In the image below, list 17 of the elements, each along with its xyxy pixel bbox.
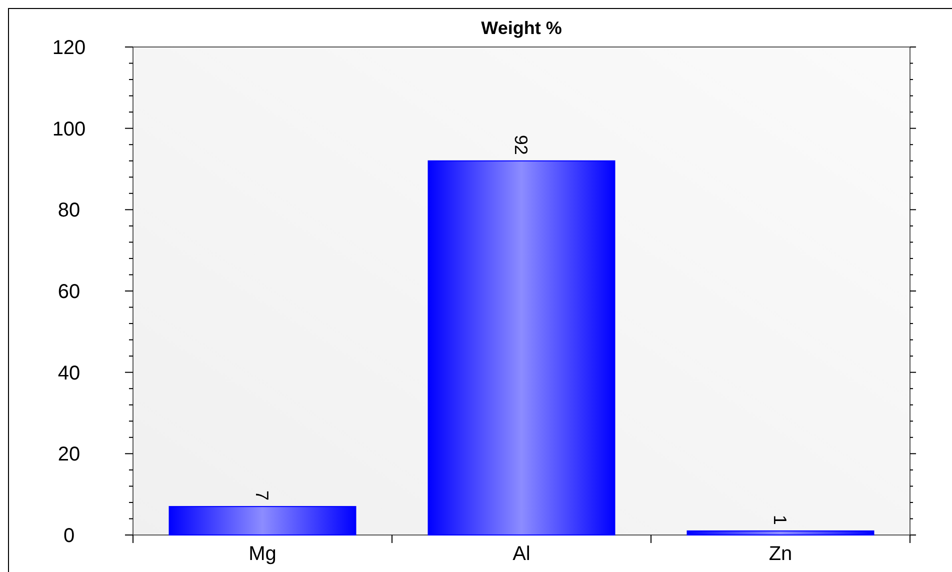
data-label: 7: [252, 490, 272, 501]
y-tick-label: 80: [58, 200, 80, 222]
y-tick-label: 100: [52, 118, 86, 140]
y-tick-label: 40: [58, 362, 80, 384]
y-tick-label: 0: [63, 525, 75, 547]
x-tick-label: Zn: [768, 543, 792, 565]
bar: [428, 160, 616, 536]
y-tick-label: 60: [58, 281, 80, 303]
x-tick-label: Al: [512, 543, 530, 565]
data-label: 92: [511, 134, 532, 155]
bar: [168, 506, 356, 536]
data-label: 1: [770, 514, 790, 525]
y-tick-label: 120: [52, 37, 86, 59]
chart-title: Weight %: [481, 18, 562, 38]
x-tick-label: Mg: [248, 543, 276, 565]
y-tick-label: 20: [58, 444, 80, 466]
bar: [686, 530, 874, 536]
